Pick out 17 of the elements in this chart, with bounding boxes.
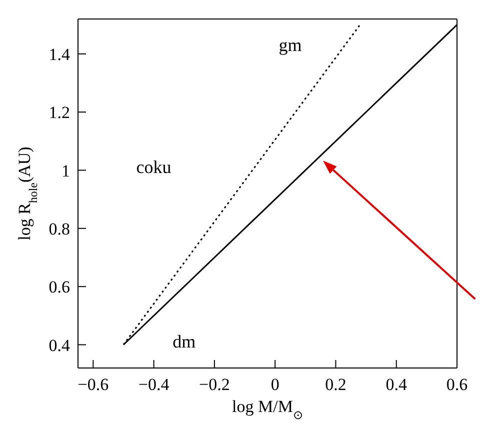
annotation: gm (278, 35, 302, 56)
x-tick-label: −0.2 (199, 375, 230, 394)
x-axis-title: log M/M$_{⊙}$ (232, 397, 303, 422)
annotation: coku (136, 157, 172, 178)
x-tick-label: 0 (270, 375, 280, 394)
y-tick-label: 0.4 (48, 336, 70, 355)
x-tick-label: 0.2 (325, 375, 346, 394)
x-tick-label: 0.4 (386, 375, 408, 394)
x-tick-label: 0.6 (446, 375, 468, 394)
y-tick-label: 1.4 (48, 44, 70, 64)
y-tick-label: 1.2 (48, 103, 70, 122)
annotation: dm (172, 332, 196, 352)
y-tick-label: 1 (62, 161, 70, 180)
x-tick-label: −0.6 (78, 375, 109, 394)
x-tick-label: −0.4 (138, 375, 170, 394)
y-tick-label: 0.6 (48, 278, 70, 297)
y-tick-label: 0.8 (48, 219, 70, 238)
